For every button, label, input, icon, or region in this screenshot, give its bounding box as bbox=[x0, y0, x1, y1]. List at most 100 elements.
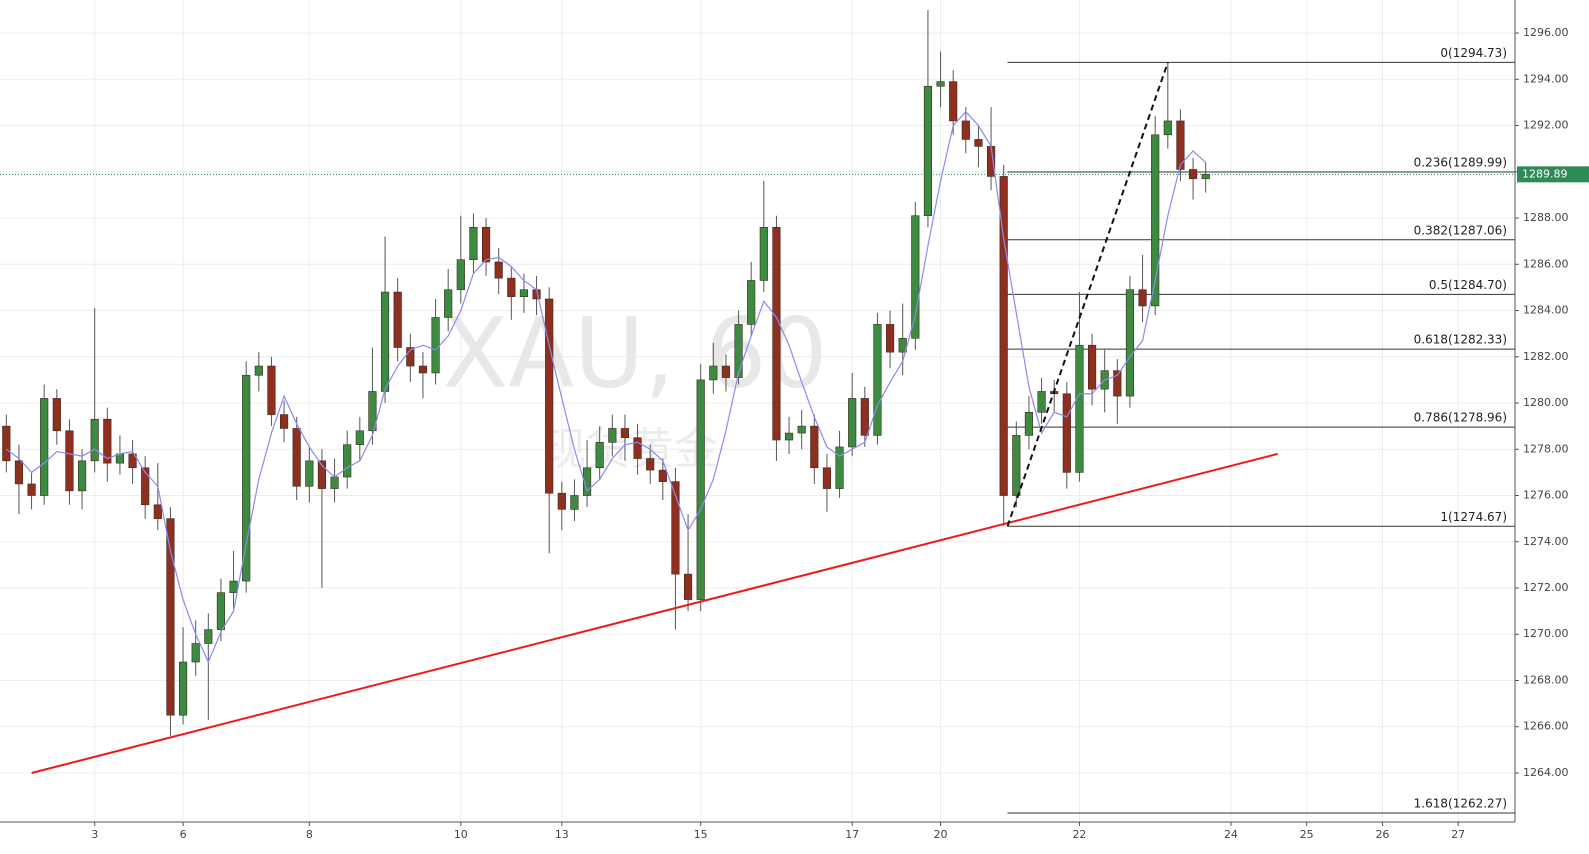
y-tick-label: 1264.00 bbox=[1523, 766, 1569, 779]
x-tick-label: 20 bbox=[934, 828, 948, 841]
candle-body bbox=[481, 226, 491, 263]
x-tick-label: 10 bbox=[454, 828, 468, 841]
candle-body bbox=[747, 280, 756, 325]
fib-label: 0(1294.73) bbox=[1440, 46, 1507, 60]
candle-body bbox=[721, 365, 731, 378]
x-tick-label: 6 bbox=[180, 828, 187, 841]
candle-body bbox=[52, 398, 61, 432]
candle-body bbox=[545, 298, 554, 494]
candle-body bbox=[633, 437, 642, 459]
fib-label: 0.5(1284.70) bbox=[1429, 278, 1507, 292]
y-tick-label: 1268.00 bbox=[1523, 673, 1569, 686]
x-tick-label: 24 bbox=[1224, 828, 1238, 841]
candle-body bbox=[65, 430, 74, 492]
candle-body bbox=[1024, 411, 1034, 436]
candle-body bbox=[974, 139, 983, 147]
candle-body bbox=[709, 365, 718, 381]
candle-body bbox=[570, 495, 579, 510]
candle-body bbox=[355, 430, 364, 445]
candle-body bbox=[784, 432, 794, 441]
candle-body bbox=[898, 337, 907, 353]
last-price-label: 1289.89 bbox=[1522, 167, 1568, 180]
candle-body bbox=[658, 469, 667, 482]
candle-body bbox=[368, 391, 377, 432]
candle-body bbox=[646, 458, 655, 471]
candle-body bbox=[317, 460, 327, 489]
candle-body bbox=[772, 226, 781, 441]
y-tick-label: 1274.00 bbox=[1523, 535, 1569, 548]
candle-body bbox=[936, 81, 945, 87]
candle-body bbox=[153, 504, 162, 519]
candle-body bbox=[835, 446, 844, 489]
x-tick-label: 17 bbox=[845, 828, 859, 841]
x-tick-label: 15 bbox=[694, 828, 708, 841]
candle-body bbox=[418, 365, 428, 374]
x-tick-label: 27 bbox=[1451, 828, 1465, 841]
candle-body bbox=[734, 324, 743, 378]
y-tick-label: 1272.00 bbox=[1523, 581, 1569, 594]
fib-label: 0.236(1289.99) bbox=[1414, 156, 1507, 170]
candle-body bbox=[128, 453, 137, 469]
candle-body bbox=[1075, 344, 1084, 473]
candle-body bbox=[1201, 174, 1210, 180]
y-tick-label: 1286.00 bbox=[1523, 257, 1569, 270]
candle-body bbox=[671, 481, 680, 575]
candle-body bbox=[254, 365, 263, 376]
candle-body bbox=[1062, 393, 1071, 473]
candle-body bbox=[999, 176, 1008, 496]
fib-label: 0.786(1278.96) bbox=[1414, 411, 1507, 425]
candle-body bbox=[380, 291, 390, 392]
candle-body bbox=[759, 226, 768, 281]
y-tick-label: 1294.00 bbox=[1523, 72, 1569, 85]
y-tick-label: 1266.00 bbox=[1523, 720, 1569, 733]
candle-body bbox=[1087, 344, 1097, 390]
candle-body bbox=[949, 81, 958, 122]
x-tick-label: 26 bbox=[1375, 828, 1389, 841]
candle-body bbox=[469, 226, 478, 260]
candle-body bbox=[797, 425, 806, 434]
candle-body bbox=[242, 374, 251, 582]
candle-body bbox=[557, 492, 566, 510]
y-tick-label: 1296.00 bbox=[1523, 26, 1569, 39]
swing-line bbox=[1006, 62, 1169, 527]
candle-body bbox=[608, 428, 617, 443]
candle-body bbox=[507, 277, 516, 297]
moving-average bbox=[5, 110, 1207, 664]
candle-body bbox=[620, 428, 630, 439]
fib-label: 1(1274.67) bbox=[1440, 510, 1507, 524]
candle-body bbox=[141, 467, 150, 506]
candle-body bbox=[27, 483, 36, 496]
candle-body bbox=[848, 398, 857, 448]
candle-body bbox=[1188, 169, 1198, 180]
candle-body bbox=[1125, 289, 1135, 397]
x-tick-label: 8 bbox=[306, 828, 313, 841]
candle-body bbox=[178, 661, 188, 716]
watermark: XAU, 60 bbox=[443, 297, 828, 409]
candle-body bbox=[393, 291, 402, 348]
y-tick-label: 1278.00 bbox=[1523, 442, 1569, 455]
candle-body bbox=[1176, 120, 1185, 170]
candle-body bbox=[519, 289, 529, 297]
watermark-sub: 现货黄金 bbox=[542, 424, 718, 475]
candle-body bbox=[406, 347, 415, 367]
candle-body bbox=[444, 289, 453, 318]
candle-body bbox=[216, 592, 226, 630]
y-tick-label: 1270.00 bbox=[1523, 627, 1569, 640]
candle-body bbox=[1151, 134, 1160, 307]
trend-line bbox=[31, 452, 1278, 774]
y-tick-label: 1288.00 bbox=[1523, 211, 1569, 224]
candle-body bbox=[431, 317, 440, 374]
y-tick-label: 1276.00 bbox=[1523, 489, 1569, 502]
x-tick-label: 25 bbox=[1300, 828, 1314, 841]
candle-body bbox=[911, 215, 920, 339]
candle-body bbox=[229, 580, 238, 593]
x-tick-label: 22 bbox=[1072, 828, 1086, 841]
candle-body bbox=[494, 261, 503, 279]
last-price-tag bbox=[1517, 166, 1589, 183]
candle-body bbox=[582, 467, 592, 496]
candle-body bbox=[456, 259, 465, 291]
candle-body bbox=[330, 476, 339, 489]
y-tick-label: 1284.00 bbox=[1523, 304, 1569, 317]
candle-body bbox=[696, 379, 705, 600]
